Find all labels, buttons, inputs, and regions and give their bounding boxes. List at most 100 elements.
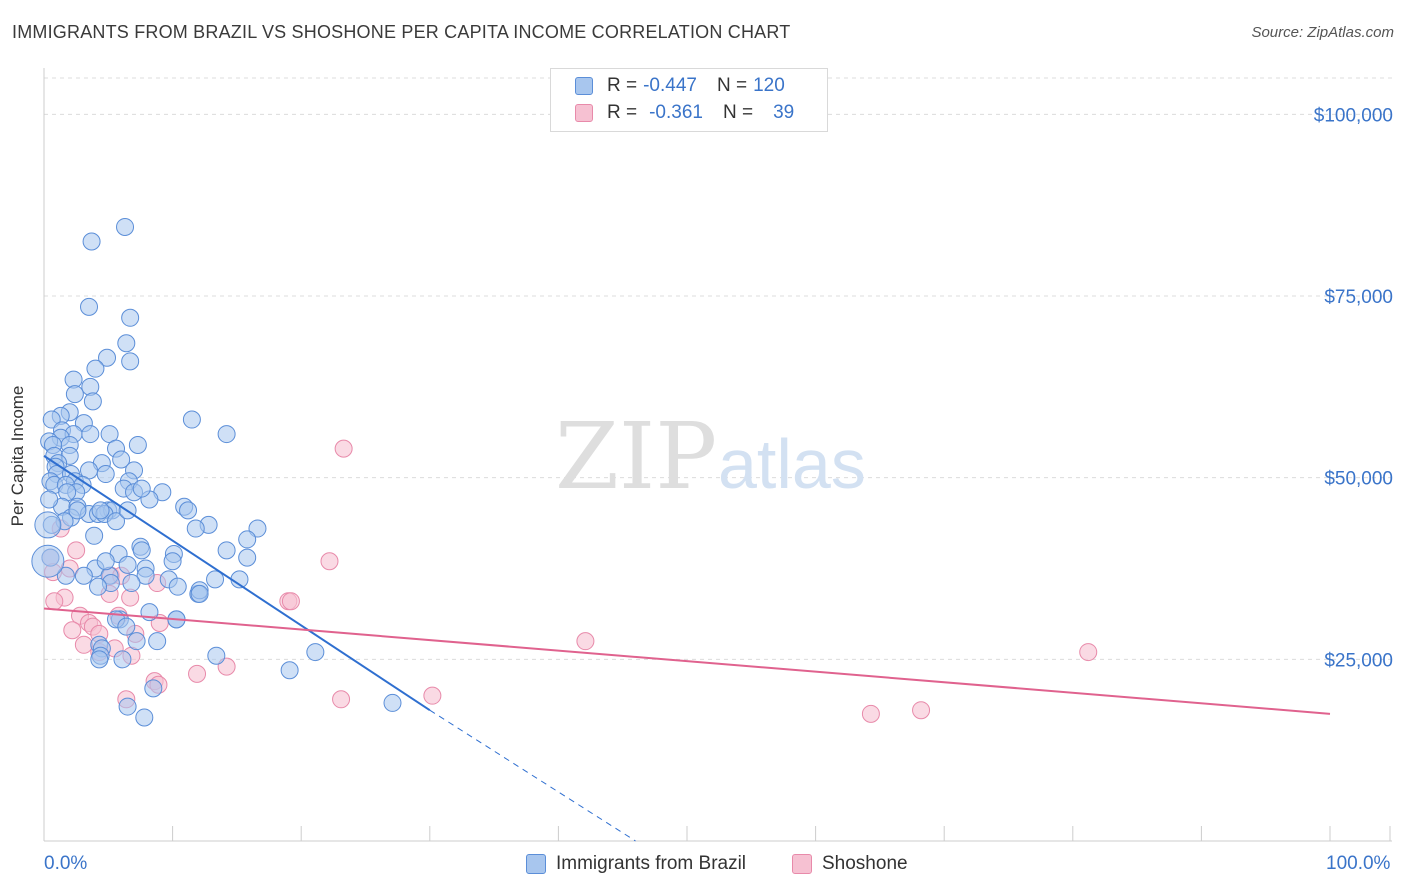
watermark: ZIP atlas — [555, 403, 866, 510]
brazil-point — [83, 392, 102, 411]
brazil-point — [217, 425, 236, 444]
y-tick-label: $75,000 — [1324, 287, 1393, 308]
brazil-point — [96, 465, 115, 484]
brazil-point — [163, 552, 182, 571]
grid-lines — [44, 77, 1392, 660]
bottom-legend-swatch-brazil — [526, 854, 546, 874]
brazil-point — [107, 512, 126, 531]
shoshone-point — [281, 592, 300, 611]
brazil-point-large — [31, 544, 65, 578]
shoshone-point — [861, 704, 880, 723]
bottom-legend-brazil: Immigrants from Brazil — [526, 852, 746, 876]
chart-title: IMMIGRANTS FROM BRAZIL VS SHOSHONE PER C… — [12, 22, 791, 42]
brazil-point — [280, 661, 299, 680]
brazil-point — [182, 410, 201, 429]
n-label: N = — [722, 102, 754, 123]
brazil-point — [65, 385, 84, 404]
shoshone-point — [1079, 643, 1098, 662]
brazil-point — [118, 555, 137, 574]
brazil-point — [238, 530, 257, 549]
trend-lines — [43, 455, 1331, 842]
brazil-point — [121, 308, 140, 327]
brazil-point — [190, 584, 209, 603]
shoshone-point — [67, 541, 86, 560]
brazil-point — [128, 435, 147, 454]
source-label: Source: ZipAtlas.com — [1251, 24, 1394, 41]
legend-row-brazil: R = -0.447 N = 120 — [575, 73, 785, 99]
y-tick-labels: $25,000 $50,000 $75,000 $100,000 — [1314, 105, 1393, 671]
legend-swatch-brazil — [575, 77, 593, 95]
brazil-point — [206, 570, 225, 589]
r-label: R = — [607, 102, 638, 123]
brazil-point — [207, 646, 226, 665]
n-value-shoshone: 39 — [773, 102, 795, 123]
brazil-point — [89, 577, 108, 596]
correlation-legend: R = -0.447 N = 120 R = -0.361 N = 39 — [550, 68, 828, 132]
x-axis-max-label: 100.0% — [1326, 853, 1391, 874]
watermark-atlas: atlas — [718, 425, 866, 503]
shoshone-point — [423, 686, 442, 705]
brazil-point — [117, 334, 136, 353]
bottom-legend-shoshone: Shoshone — [792, 852, 908, 876]
y-axis-title: Per Capita Income — [8, 385, 27, 527]
n-label: N = — [716, 75, 748, 96]
brazil-point — [148, 632, 167, 651]
axes — [43, 68, 1392, 842]
shoshone-point — [332, 690, 351, 709]
y-tick-label: $25,000 — [1324, 650, 1393, 671]
brazil-point — [217, 541, 236, 560]
brazil-point — [238, 548, 257, 567]
shoshone-point — [912, 701, 931, 720]
shoshone-point — [63, 621, 82, 640]
brazil-point — [186, 519, 205, 538]
y-tick-label: $50,000 — [1324, 469, 1393, 490]
brazil-point — [179, 501, 198, 520]
brazil-point — [112, 450, 131, 469]
brazil-point-large — [34, 511, 62, 539]
brazil-point — [40, 490, 59, 509]
brazil-point — [56, 566, 75, 585]
brazil-point — [80, 297, 99, 316]
brazil-point — [121, 352, 140, 371]
brazil-points — [31, 217, 402, 727]
brazil-trend-extension — [429, 709, 636, 842]
brazil-point — [135, 708, 154, 727]
shoshone-trend-line — [43, 607, 1331, 715]
shoshone-point — [45, 592, 64, 611]
brazil-point — [90, 650, 109, 669]
legend-swatch-shoshone — [575, 104, 593, 122]
brazil-point — [98, 348, 117, 367]
brazil-point — [122, 574, 141, 593]
brazil-point — [168, 577, 187, 596]
brazil-point — [68, 501, 87, 520]
legend-row-shoshone: R = -0.361 N = 39 — [575, 100, 794, 126]
brazil-point — [113, 650, 132, 669]
n-value-brazil: 120 — [753, 75, 785, 96]
shoshone-point — [74, 635, 93, 654]
brazil-point — [117, 617, 136, 636]
shoshone-point — [188, 664, 207, 683]
bottom-legend-label-brazil: Immigrants from Brazil — [556, 853, 747, 874]
brazil-point — [383, 693, 402, 712]
y-tick-label: $100,000 — [1314, 105, 1393, 126]
r-label: R = — [607, 75, 638, 96]
brazil-point — [74, 566, 93, 585]
r-value-shoshone: -0.361 — [649, 102, 703, 123]
brazil-point — [132, 479, 151, 498]
brazil-point — [127, 632, 146, 651]
r-value-brazil: -0.447 — [643, 75, 697, 96]
brazil-point — [144, 679, 163, 698]
bottom-legend-label-shoshone: Shoshone — [822, 853, 908, 874]
brazil-point — [81, 425, 100, 444]
shoshone-point — [334, 439, 353, 458]
brazil-point — [91, 501, 110, 520]
brazil-point — [132, 541, 151, 560]
brazil-point — [118, 697, 137, 716]
brazil-point — [85, 526, 104, 545]
brazil-point — [82, 232, 101, 251]
brazil-point — [306, 643, 325, 662]
brazil-point — [116, 217, 135, 236]
brazil-point — [136, 566, 155, 585]
brazil-trend-line — [43, 455, 431, 712]
